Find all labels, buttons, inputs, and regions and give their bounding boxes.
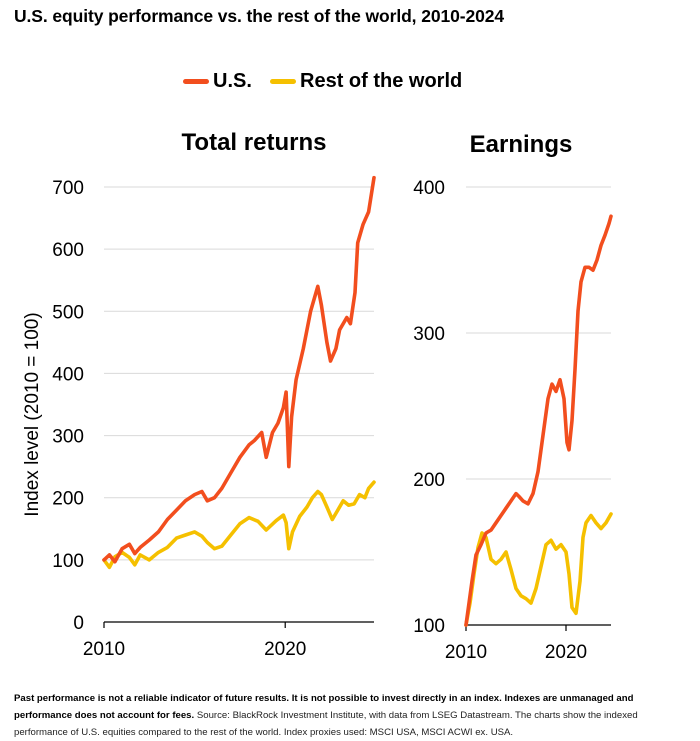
y-tick-label-0-0: 0 [73, 613, 84, 634]
y-tick-label-0-5: 500 [52, 302, 84, 323]
y-tick-label-0-7: 700 [52, 178, 84, 199]
x-tick-label-1-0: 2010 [445, 642, 487, 663]
y-axis-label-0: Index level (2010 = 100) [22, 312, 43, 516]
panel-title-0: Total returns [182, 129, 327, 156]
legend-swatch-rest-of-world [270, 79, 296, 84]
x-tick-label-0-0: 2010 [83, 639, 125, 660]
y-tick-label-1-1: 200 [413, 470, 445, 491]
y-tick-label-0-2: 200 [52, 489, 84, 510]
panel-title-1: Earnings [470, 131, 573, 158]
y-tick-label-1-3: 400 [413, 178, 445, 199]
series-line-0-rest-of-the-world [102, 480, 376, 570]
legend-label-rest-of-world: Rest of the world [300, 70, 463, 92]
y-tick-label-0-6: 600 [52, 240, 84, 261]
footnote: Past performance is not a reliable indic… [14, 690, 692, 741]
footnote-source: Source: BlackRock Investment Institute, … [14, 710, 638, 738]
legend-item-rest-of-world: Rest of the world [270, 70, 462, 93]
y-tick-label-1-2: 300 [413, 324, 445, 345]
x-tick-label-1-1: 2020 [545, 642, 587, 663]
x-tick-label-0-1: 2020 [264, 639, 306, 660]
y-tick-label-0-4: 400 [52, 364, 84, 385]
footnote-disclaimer: Past performance is not a reliable indic… [14, 693, 634, 721]
y-tick-label-0-1: 100 [52, 551, 84, 572]
y-tick-label-1-0: 100 [413, 616, 445, 637]
series-line-0-u-s [102, 175, 376, 564]
y-tick-label-0-3: 300 [52, 427, 84, 448]
series-line-1-u-s [464, 214, 613, 627]
legend: U.S. Rest of the world [0, 70, 700, 96]
charts-canvas: Total returns 0 100 200 300 400 500 600 700 2010 2… [22, 129, 613, 663]
legend-swatch-us [183, 79, 209, 84]
legend-label-us: U.S. [213, 70, 252, 92]
legend-item-us: U.S. [183, 70, 252, 93]
series-line-1-rest-of-the-world [464, 512, 613, 627]
chart-title: U.S. equity performance vs. the rest of … [14, 6, 504, 26]
